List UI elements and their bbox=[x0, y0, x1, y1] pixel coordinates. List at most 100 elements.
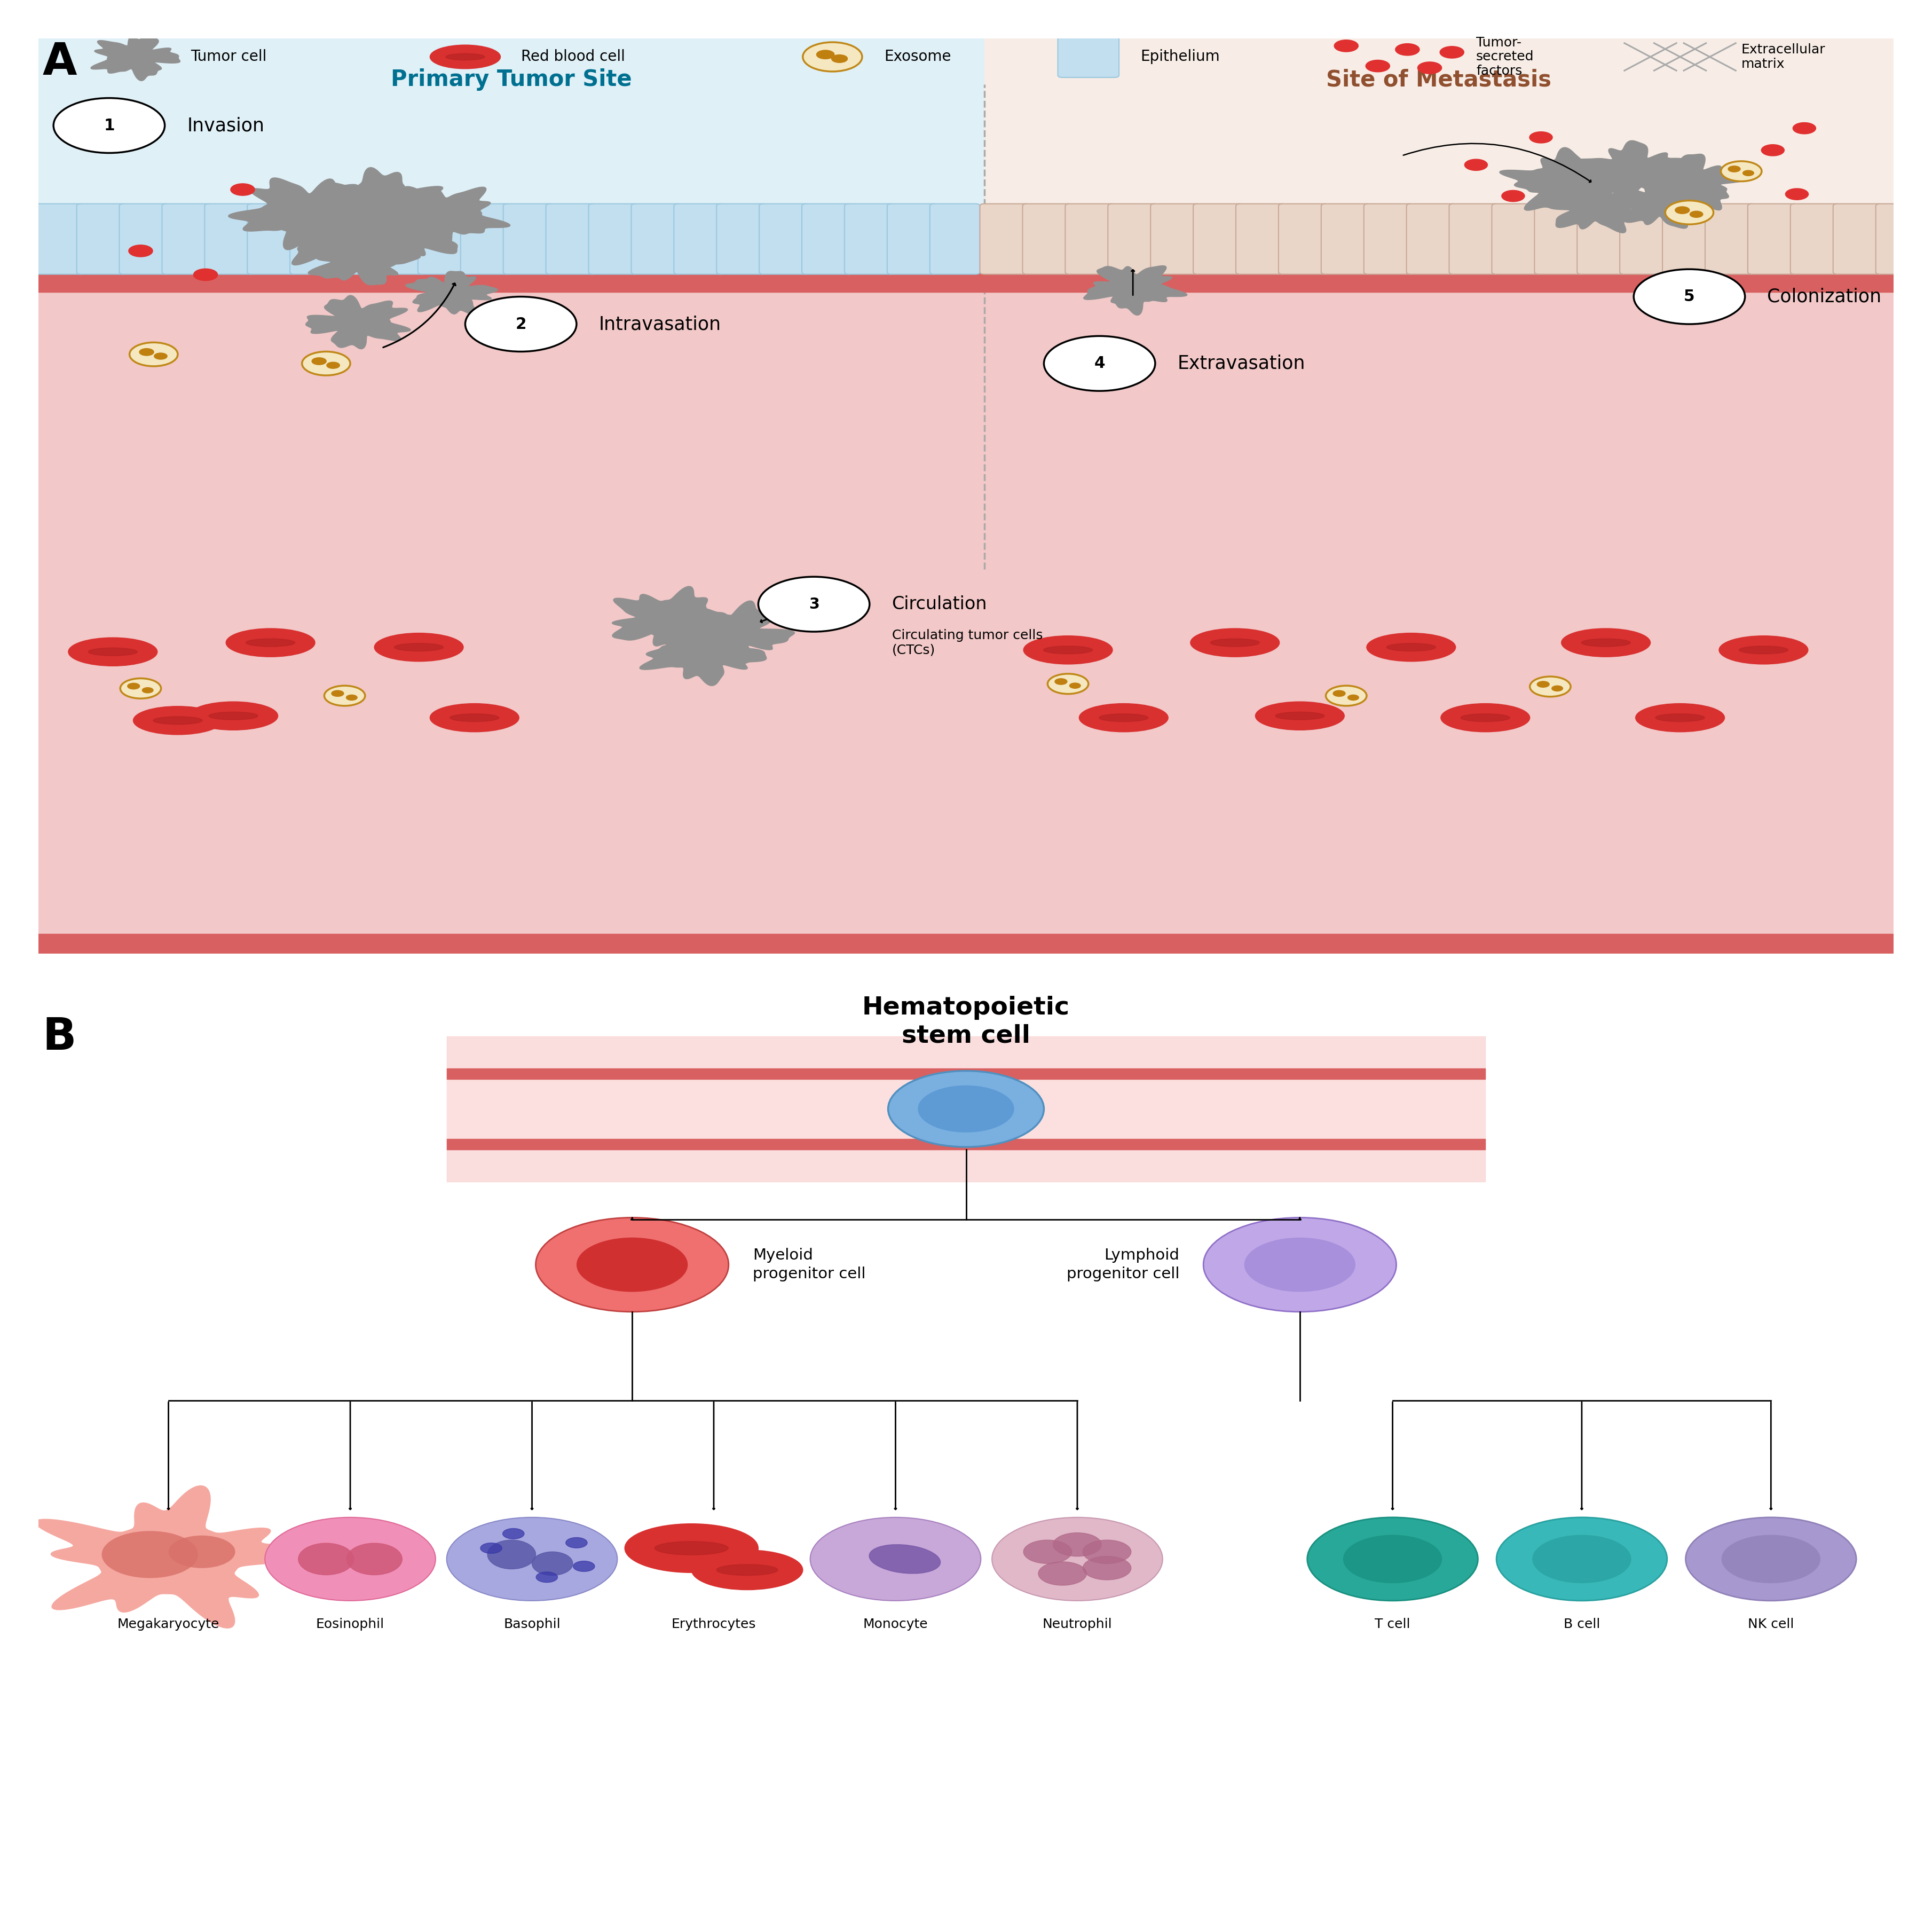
FancyBboxPatch shape bbox=[929, 204, 980, 274]
Ellipse shape bbox=[450, 713, 498, 721]
Circle shape bbox=[1793, 123, 1816, 133]
Circle shape bbox=[576, 1237, 688, 1291]
FancyBboxPatch shape bbox=[887, 204, 937, 274]
Circle shape bbox=[535, 1218, 728, 1312]
Ellipse shape bbox=[655, 1542, 728, 1555]
Circle shape bbox=[757, 576, 869, 632]
Ellipse shape bbox=[1636, 703, 1725, 732]
Ellipse shape bbox=[446, 54, 485, 60]
Text: 1: 1 bbox=[104, 118, 114, 133]
Circle shape bbox=[1464, 160, 1488, 170]
Bar bbox=[39, 935, 1893, 954]
Circle shape bbox=[143, 688, 153, 694]
Circle shape bbox=[1024, 1540, 1072, 1563]
FancyBboxPatch shape bbox=[802, 204, 852, 274]
FancyBboxPatch shape bbox=[1619, 204, 1669, 274]
Circle shape bbox=[1082, 1557, 1130, 1580]
Ellipse shape bbox=[1461, 713, 1509, 721]
Circle shape bbox=[1325, 686, 1366, 705]
Circle shape bbox=[1690, 212, 1702, 218]
Text: Basophil: Basophil bbox=[504, 1619, 560, 1630]
Circle shape bbox=[54, 98, 164, 152]
FancyBboxPatch shape bbox=[1059, 37, 1119, 77]
Circle shape bbox=[301, 351, 350, 376]
Circle shape bbox=[139, 349, 155, 356]
Circle shape bbox=[1037, 1561, 1086, 1586]
FancyBboxPatch shape bbox=[332, 204, 383, 274]
Text: Neutrophil: Neutrophil bbox=[1043, 1619, 1113, 1630]
Polygon shape bbox=[1499, 148, 1631, 210]
Circle shape bbox=[1530, 131, 1553, 143]
Circle shape bbox=[1395, 44, 1420, 56]
Circle shape bbox=[327, 362, 340, 368]
Text: B cell: B cell bbox=[1563, 1619, 1600, 1630]
Circle shape bbox=[128, 682, 139, 690]
Circle shape bbox=[1418, 62, 1441, 73]
Text: Extravasation: Extravasation bbox=[1177, 355, 1306, 372]
Ellipse shape bbox=[487, 1540, 535, 1569]
Ellipse shape bbox=[1080, 703, 1169, 732]
Ellipse shape bbox=[1099, 713, 1148, 721]
Polygon shape bbox=[406, 272, 498, 314]
FancyBboxPatch shape bbox=[1321, 204, 1372, 274]
Bar bbox=[39, 39, 985, 570]
Bar bbox=[446, 1037, 1486, 1181]
Ellipse shape bbox=[133, 707, 222, 734]
FancyBboxPatch shape bbox=[1194, 204, 1244, 274]
FancyBboxPatch shape bbox=[1706, 204, 1754, 274]
Ellipse shape bbox=[209, 711, 257, 721]
Ellipse shape bbox=[431, 44, 500, 69]
Circle shape bbox=[991, 1517, 1163, 1601]
Circle shape bbox=[1335, 40, 1358, 52]
Ellipse shape bbox=[153, 717, 203, 725]
Ellipse shape bbox=[431, 703, 520, 732]
Polygon shape bbox=[639, 620, 767, 686]
Circle shape bbox=[889, 1071, 1043, 1147]
FancyBboxPatch shape bbox=[1236, 204, 1287, 274]
Ellipse shape bbox=[245, 638, 296, 647]
FancyBboxPatch shape bbox=[674, 204, 724, 274]
FancyBboxPatch shape bbox=[589, 204, 639, 274]
Text: Red blood cell: Red blood cell bbox=[522, 50, 624, 64]
FancyBboxPatch shape bbox=[1364, 204, 1414, 274]
FancyBboxPatch shape bbox=[1662, 204, 1712, 274]
FancyBboxPatch shape bbox=[290, 204, 340, 274]
Circle shape bbox=[1675, 206, 1689, 214]
FancyBboxPatch shape bbox=[1577, 204, 1627, 274]
Ellipse shape bbox=[869, 1545, 941, 1574]
Text: Myeloid
progenitor cell: Myeloid progenitor cell bbox=[753, 1249, 866, 1281]
Circle shape bbox=[1497, 1517, 1667, 1601]
Circle shape bbox=[1785, 189, 1808, 200]
FancyBboxPatch shape bbox=[980, 204, 1030, 274]
Circle shape bbox=[129, 343, 178, 366]
Ellipse shape bbox=[1582, 638, 1631, 647]
Circle shape bbox=[466, 297, 576, 351]
Ellipse shape bbox=[1043, 646, 1092, 653]
Ellipse shape bbox=[1256, 701, 1345, 730]
Circle shape bbox=[1082, 1540, 1130, 1563]
Text: Extracellular
matrix: Extracellular matrix bbox=[1741, 42, 1826, 71]
Ellipse shape bbox=[346, 1544, 402, 1574]
Ellipse shape bbox=[68, 638, 156, 667]
Ellipse shape bbox=[1656, 713, 1704, 721]
Ellipse shape bbox=[226, 628, 315, 657]
Polygon shape bbox=[1633, 154, 1750, 210]
FancyBboxPatch shape bbox=[77, 204, 128, 274]
Polygon shape bbox=[668, 601, 794, 665]
Text: Erythrocytes: Erythrocytes bbox=[672, 1619, 755, 1630]
Circle shape bbox=[1762, 145, 1785, 156]
Circle shape bbox=[535, 1572, 558, 1582]
Polygon shape bbox=[35, 1486, 321, 1628]
FancyBboxPatch shape bbox=[1449, 204, 1499, 274]
Circle shape bbox=[1634, 270, 1745, 324]
Text: Site of Metastasis: Site of Metastasis bbox=[1325, 69, 1551, 91]
FancyBboxPatch shape bbox=[1748, 204, 1799, 274]
FancyBboxPatch shape bbox=[632, 204, 682, 274]
Polygon shape bbox=[91, 35, 180, 81]
Ellipse shape bbox=[531, 1551, 572, 1576]
Ellipse shape bbox=[1275, 711, 1323, 721]
Text: Megakaryocyte: Megakaryocyte bbox=[118, 1619, 220, 1630]
Ellipse shape bbox=[717, 1565, 779, 1576]
Circle shape bbox=[1333, 690, 1345, 696]
Circle shape bbox=[1053, 1532, 1101, 1557]
